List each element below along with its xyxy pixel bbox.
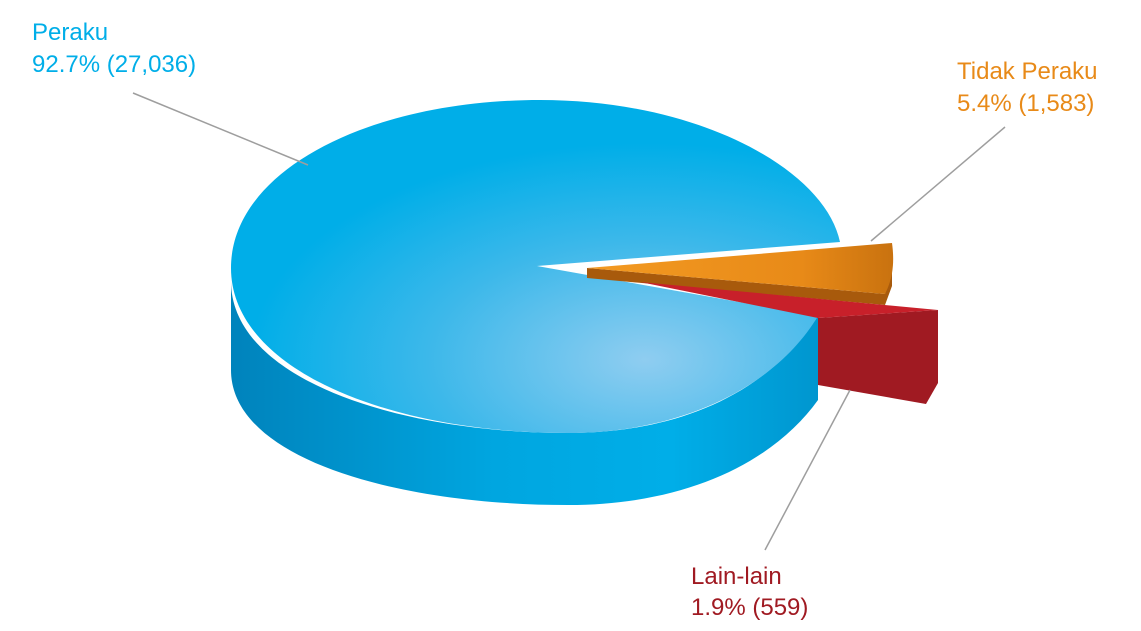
slice-peraku-top [231,100,840,433]
slice-lain-lain [640,282,938,404]
label-tidak-peraku-name: Tidak Peraku [957,58,1098,85]
slice-tidak-peraku-side [587,243,892,305]
slice-peraku [231,100,840,505]
slice-tidak-peraku [587,243,894,305]
slice-tidak-peraku-top [587,243,894,294]
slice-peraku-side [231,281,818,505]
slice-lain-lain-side [818,310,938,404]
leader-line-tidak-peraku [870,126,1006,242]
label-tidak-peraku-value: 5.4% (1,583) [957,90,1094,117]
leader-line-lain-lain [764,389,851,551]
leader-line-peraku [132,92,309,166]
label-lain-lain-value: 1.9% (559) [691,594,808,621]
label-peraku-value: 92.7% (27,036) [32,51,196,78]
label-peraku-name: Peraku [32,19,108,46]
slice-lain-lain-top [640,282,938,318]
label-lain-lain-name: Lain-lain [691,563,782,590]
